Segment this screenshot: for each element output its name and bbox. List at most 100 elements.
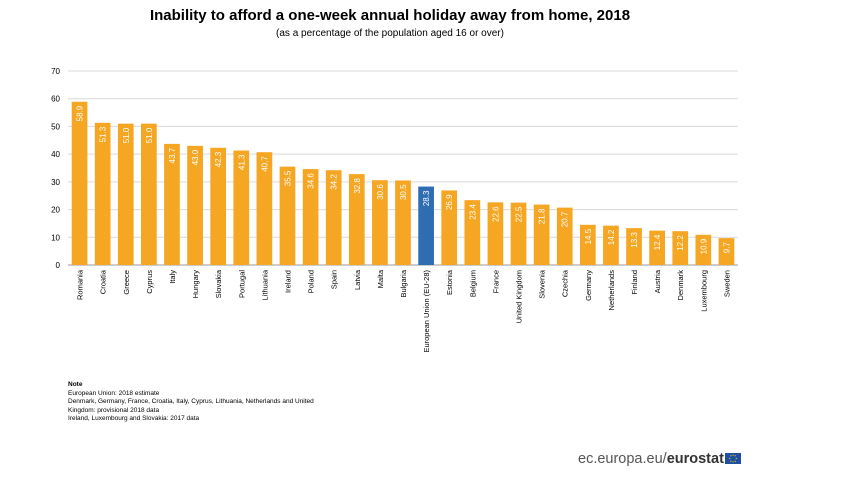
bar bbox=[533, 204, 550, 265]
y-tick-label: 10 bbox=[51, 233, 60, 242]
bar bbox=[325, 170, 342, 265]
x-tick-label: Italy bbox=[168, 270, 177, 284]
data-label: 22.5 bbox=[515, 206, 524, 222]
chart-subtitle: (as a percentage of the population aged … bbox=[276, 28, 504, 39]
bar bbox=[94, 122, 111, 265]
y-tick-label: 70 bbox=[51, 67, 60, 76]
bar bbox=[187, 145, 203, 265]
bar bbox=[233, 150, 250, 265]
x-tick-label: Portugal bbox=[237, 270, 246, 298]
x-tick-label: Slovakia bbox=[214, 269, 223, 298]
data-label: 30.6 bbox=[376, 184, 385, 200]
x-tick-label: Estonia bbox=[445, 269, 454, 295]
data-label: 51.0 bbox=[145, 127, 154, 143]
x-tick-label: Romania bbox=[76, 269, 85, 300]
bar bbox=[441, 190, 458, 265]
bar bbox=[579, 224, 596, 265]
x-tick-label: Belgium bbox=[468, 270, 477, 297]
data-label: 13.3 bbox=[630, 232, 639, 248]
data-label: 14.5 bbox=[584, 228, 593, 244]
data-label: 28.3 bbox=[422, 190, 431, 206]
x-tick-label: Greece bbox=[122, 270, 131, 295]
bar bbox=[672, 231, 689, 265]
bar bbox=[418, 186, 434, 265]
bar-chart: 0 10 20 30 40 50 60 70 58.9 Romania 51.3 Croatia 51.… bbox=[51, 67, 738, 353]
data-label: 58.9 bbox=[76, 105, 85, 121]
x-tick-label: Poland bbox=[307, 270, 316, 293]
bar bbox=[464, 200, 481, 265]
data-label: 21.8 bbox=[538, 208, 547, 224]
x-tick-label: Denmark bbox=[676, 270, 685, 301]
x-tick-label: Austria bbox=[653, 269, 662, 293]
y-tick-label: 60 bbox=[51, 95, 60, 104]
x-tick-label: Netherlands bbox=[607, 270, 616, 311]
data-label: 35.5 bbox=[283, 170, 292, 186]
data-label: 40.7 bbox=[260, 156, 269, 172]
x-tick-label: Bulgaria bbox=[399, 269, 408, 297]
bar bbox=[649, 230, 665, 265]
x-tick-label: Ireland bbox=[283, 270, 292, 293]
bar bbox=[510, 202, 527, 265]
y-tick-label: 40 bbox=[51, 150, 60, 159]
footer-site: ec.europa.eu/ bbox=[578, 451, 667, 467]
bar bbox=[695, 234, 712, 265]
source-footer: ec.europa.eu/eurostat bbox=[578, 451, 724, 467]
y-tick-label: 0 bbox=[56, 261, 61, 270]
data-label: 41.3 bbox=[237, 154, 246, 170]
x-tick-label: Latvia bbox=[353, 269, 362, 290]
x-tick-label: Czechia bbox=[561, 269, 570, 297]
footer-brand: eurostat bbox=[666, 451, 724, 467]
bar bbox=[556, 207, 573, 265]
data-label: 34.2 bbox=[330, 174, 339, 190]
data-label: 51.3 bbox=[99, 126, 108, 142]
note-line: Denmark, Germany, France, Croatia, Italy… bbox=[68, 398, 314, 406]
y-tick-label: 50 bbox=[51, 122, 60, 131]
x-tick-label: Finland bbox=[630, 270, 639, 295]
note-line: Ireland, Luxembourg and Slovakia: 2017 d… bbox=[68, 415, 200, 423]
notes-block: Note European Union: 2018 estimate Denma… bbox=[68, 381, 314, 424]
bar bbox=[372, 180, 388, 265]
data-label: 43.0 bbox=[191, 149, 200, 165]
bar bbox=[603, 225, 619, 265]
bar bbox=[164, 143, 180, 265]
data-label: 43.7 bbox=[168, 147, 177, 163]
bar bbox=[626, 228, 642, 265]
data-label: 14.2 bbox=[607, 229, 616, 245]
x-tick-label: European Union (EU-28) bbox=[422, 270, 431, 353]
data-label: 20.7 bbox=[561, 211, 570, 227]
bar bbox=[256, 152, 273, 265]
data-label: 42.3 bbox=[214, 151, 223, 167]
data-label: 22.6 bbox=[491, 206, 500, 222]
x-tick-label: Hungary bbox=[191, 270, 200, 299]
bar bbox=[487, 202, 504, 265]
data-label: 23.4 bbox=[468, 204, 477, 220]
data-label: 30.5 bbox=[399, 184, 408, 200]
notes-heading: Note bbox=[68, 381, 83, 388]
data-label: 51.0 bbox=[122, 127, 131, 143]
bar bbox=[71, 101, 88, 266]
bar bbox=[117, 123, 134, 266]
eu-flag-icon bbox=[725, 453, 741, 464]
data-label: 34.6 bbox=[307, 173, 316, 189]
bar bbox=[718, 238, 735, 265]
x-tick-label: Spain bbox=[330, 270, 339, 289]
chart-title: Inability to afford a one-week annual ho… bbox=[149, 7, 631, 24]
x-tick-label: Slovenia bbox=[538, 269, 547, 299]
x-tick-label: Lithuania bbox=[260, 269, 269, 300]
data-label: 26.9 bbox=[445, 194, 454, 210]
x-tick-label: Cyprus bbox=[145, 270, 154, 294]
x-tick-label: Croatia bbox=[99, 269, 108, 294]
y-tick-label: 30 bbox=[51, 178, 60, 187]
note-line: European Union: 2018 estimate bbox=[68, 389, 160, 397]
x-tick-label: Germany bbox=[584, 270, 593, 301]
bar bbox=[279, 166, 296, 265]
bar bbox=[302, 169, 319, 265]
data-label: 10.9 bbox=[699, 238, 708, 254]
data-label: 12.2 bbox=[676, 235, 685, 251]
note-line: Kingdom: provisional 2018 data bbox=[68, 406, 160, 414]
bar bbox=[348, 174, 365, 265]
y-tick-label: 20 bbox=[51, 206, 60, 215]
bar bbox=[141, 123, 157, 266]
data-label: 12.4 bbox=[653, 234, 662, 250]
bar bbox=[395, 180, 411, 265]
